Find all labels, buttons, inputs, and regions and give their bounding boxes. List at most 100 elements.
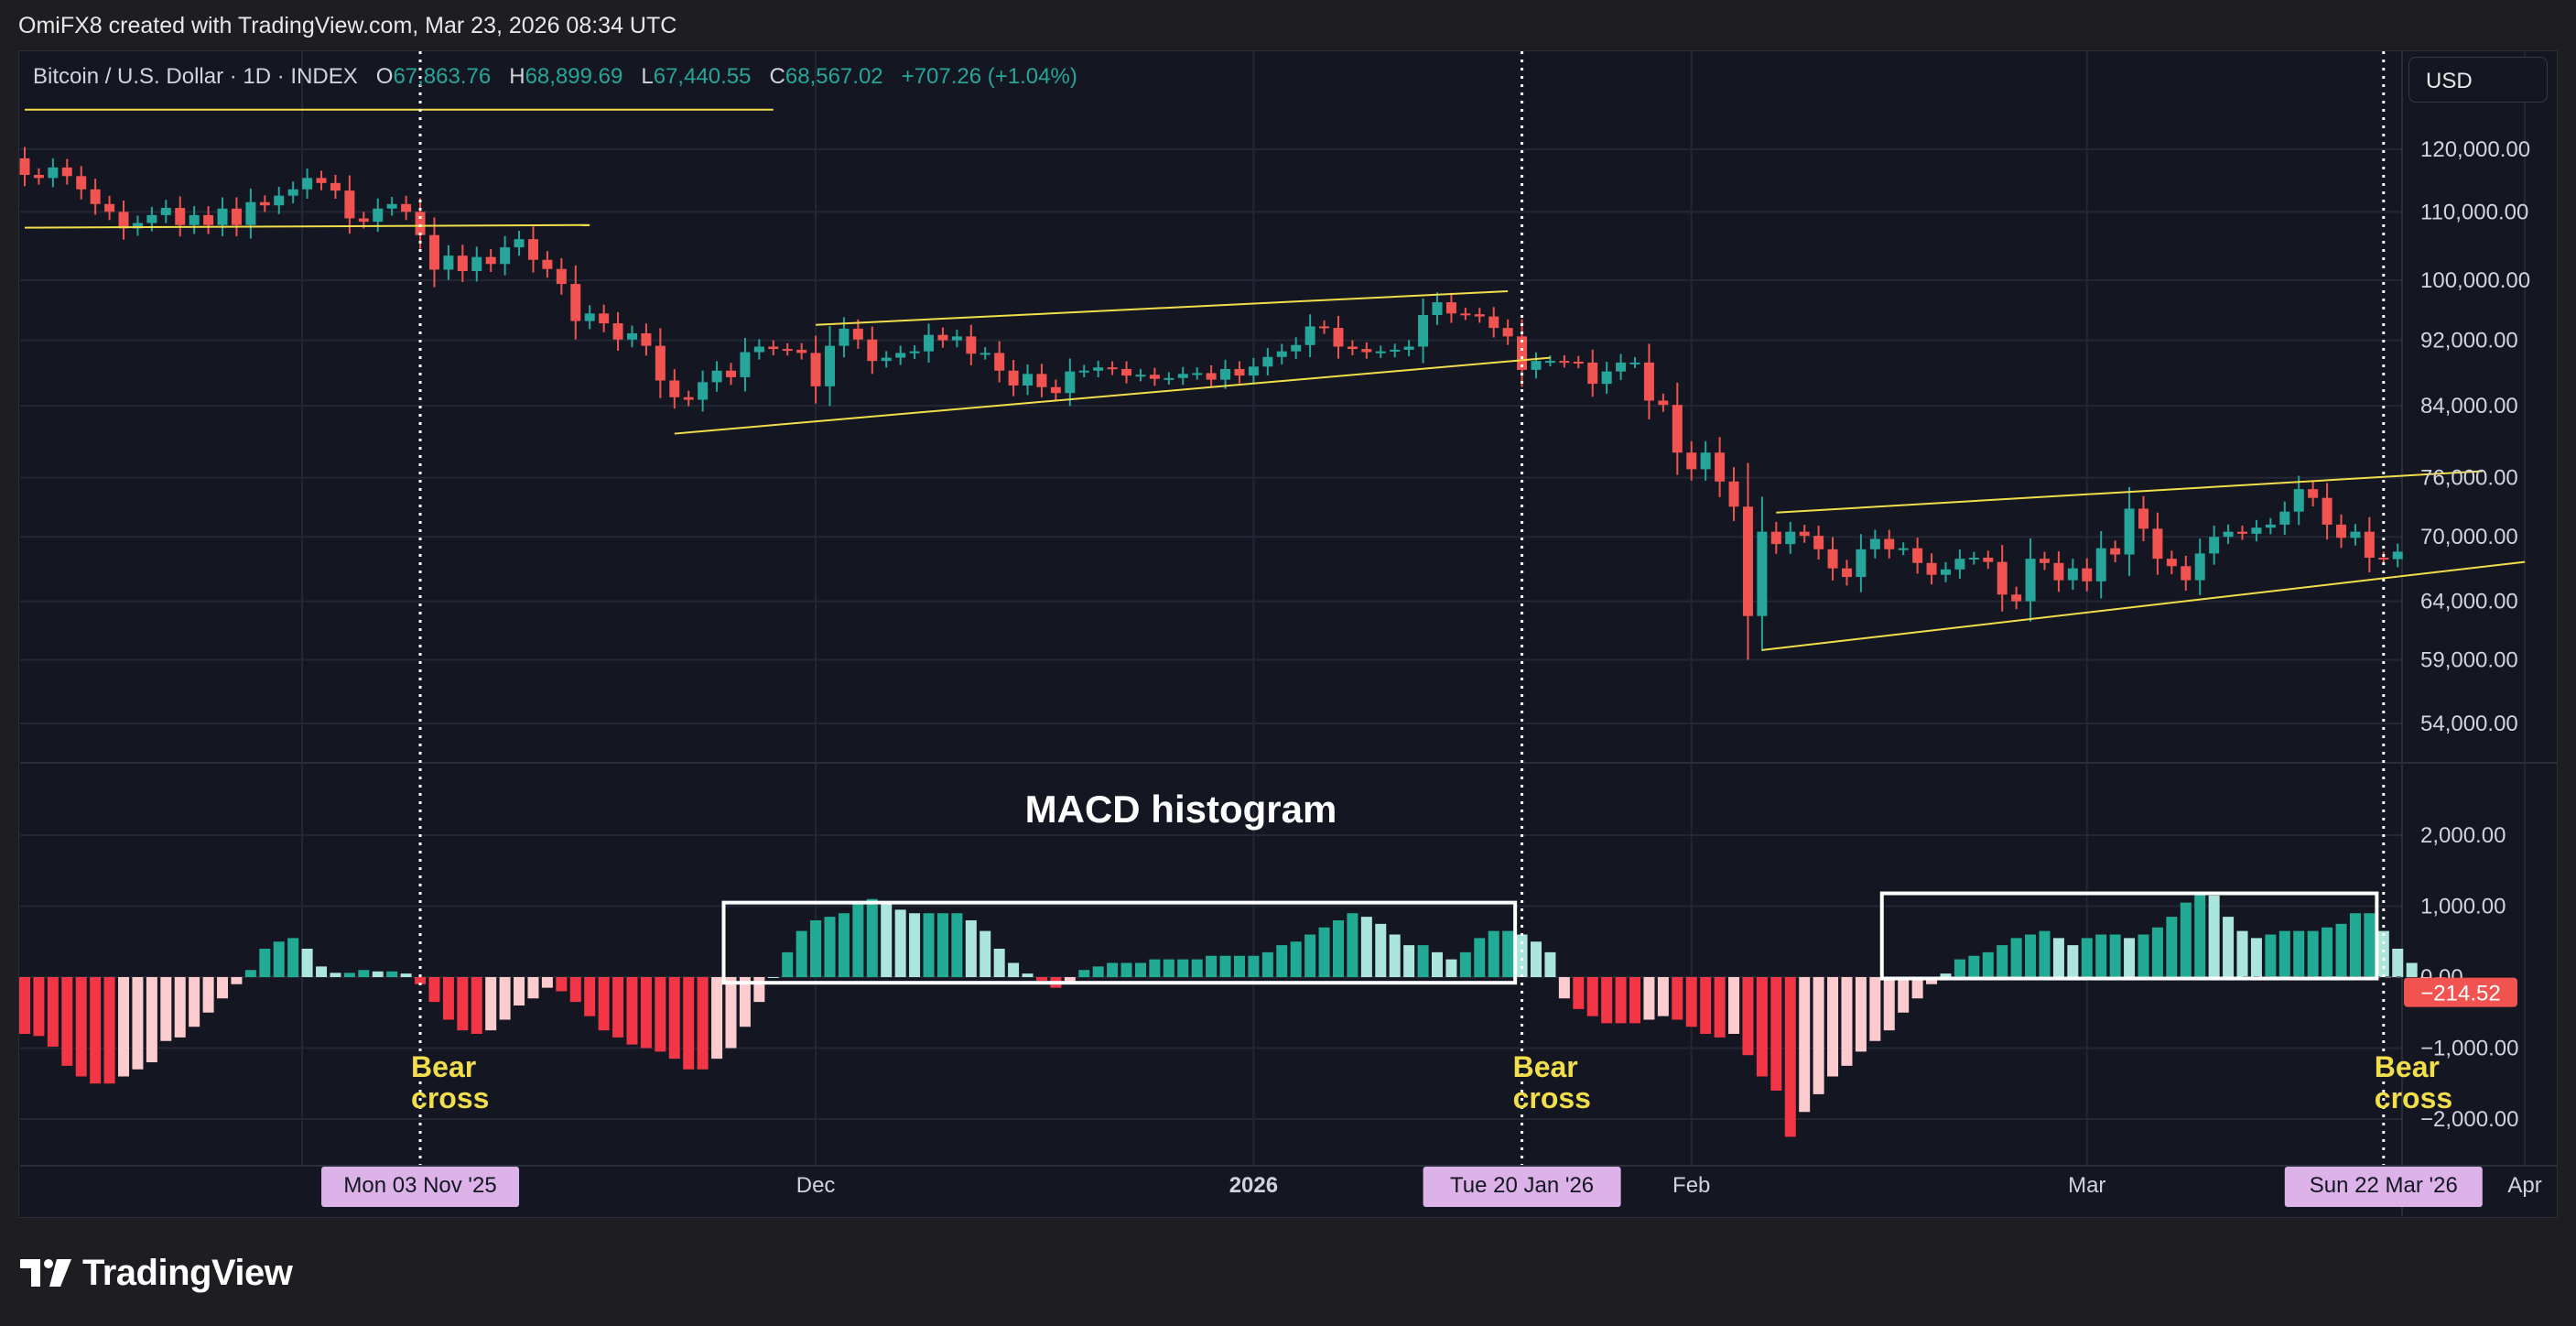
candle bbox=[1361, 342, 1372, 359]
candle-body bbox=[259, 201, 270, 206]
candle bbox=[245, 188, 256, 239]
histogram-bar bbox=[442, 977, 454, 1020]
histogram-bar bbox=[796, 930, 807, 977]
histogram-bar bbox=[1332, 920, 1344, 977]
histogram-bar bbox=[894, 909, 906, 977]
tradingview-mark-icon bbox=[20, 1259, 71, 1287]
candle bbox=[584, 305, 595, 330]
candle bbox=[1658, 393, 1669, 412]
candle bbox=[2251, 519, 2262, 542]
histogram-bar bbox=[1898, 977, 1910, 1013]
candle-body bbox=[1291, 344, 1302, 352]
candle bbox=[415, 198, 426, 249]
candle-body bbox=[966, 336, 977, 354]
candle-body bbox=[1262, 356, 1273, 367]
candle bbox=[132, 215, 143, 236]
candle-body bbox=[132, 223, 143, 229]
histogram-bar bbox=[1233, 955, 1245, 977]
footer-bar bbox=[0, 1218, 2576, 1326]
candle-body bbox=[2181, 566, 2192, 581]
candle-body bbox=[1601, 371, 1612, 385]
histogram-bar bbox=[739, 977, 751, 1027]
candle-body bbox=[1700, 452, 1711, 470]
candle bbox=[2350, 524, 2361, 546]
histogram-bar bbox=[202, 977, 214, 1013]
tradingview-logo[interactable]: TradingView bbox=[20, 1251, 293, 1295]
pattern-lines bbox=[24, 108, 2526, 651]
histogram-bar bbox=[1347, 913, 1358, 977]
candle bbox=[2138, 495, 2148, 541]
histogram-bar bbox=[2278, 930, 2290, 977]
candle-body bbox=[1023, 374, 1034, 386]
candle bbox=[698, 370, 709, 412]
candle bbox=[1234, 361, 1245, 384]
histogram-bar bbox=[1586, 977, 1598, 1016]
candle-body bbox=[1728, 481, 1739, 507]
candle bbox=[1177, 366, 1188, 386]
candle bbox=[683, 390, 694, 407]
candle bbox=[160, 200, 171, 223]
price-tick-label: 59,000.00 bbox=[2420, 647, 2518, 672]
candle bbox=[1813, 525, 1824, 560]
candle-body bbox=[626, 332, 637, 340]
candle bbox=[428, 217, 439, 288]
candle-body bbox=[514, 239, 525, 248]
candle-body bbox=[994, 353, 1005, 371]
histogram-bar bbox=[118, 977, 130, 1077]
candle-body bbox=[2039, 559, 2050, 563]
candle bbox=[2039, 551, 2050, 571]
candle-body bbox=[1940, 569, 1951, 575]
histogram-bar bbox=[330, 973, 341, 977]
candle-body bbox=[570, 284, 581, 321]
histogram-bar bbox=[1573, 977, 1585, 1009]
histogram-bar bbox=[1940, 973, 1952, 977]
histogram-bar bbox=[626, 977, 638, 1045]
histogram-bar bbox=[2307, 930, 2319, 977]
histogram-bar bbox=[2250, 938, 2262, 977]
histogram-bar bbox=[90, 977, 102, 1084]
chart-frame[interactable] bbox=[18, 50, 2558, 1218]
candle bbox=[1912, 538, 1923, 574]
candle-body bbox=[2124, 508, 2135, 555]
open-label: O bbox=[375, 64, 394, 89]
histogram-bar bbox=[598, 977, 610, 1031]
candle bbox=[542, 251, 553, 278]
tradingview-wordmark: TradingView bbox=[82, 1252, 293, 1293]
histogram-bar bbox=[343, 973, 355, 977]
candle bbox=[881, 351, 892, 368]
histogram-bar bbox=[1276, 945, 1288, 977]
candle-body bbox=[358, 218, 369, 223]
open-value: 67,863.76 bbox=[393, 64, 492, 89]
currency-selector[interactable]: USD bbox=[2408, 57, 2548, 103]
candle bbox=[1785, 521, 1796, 554]
candle-body bbox=[76, 176, 87, 190]
histogram-bar bbox=[1488, 930, 1499, 977]
candle bbox=[1319, 320, 1330, 334]
candle-body bbox=[1616, 362, 1627, 372]
histogram-bar bbox=[2138, 934, 2149, 977]
candle bbox=[2364, 516, 2375, 572]
candle bbox=[2053, 551, 2064, 592]
candle-body bbox=[1121, 368, 1132, 376]
macd-tick-label: −1,000.00 bbox=[2420, 1037, 2518, 1061]
candle bbox=[1164, 372, 1174, 386]
candle-body bbox=[2336, 524, 2347, 538]
candle bbox=[1262, 348, 1273, 376]
candle bbox=[937, 327, 948, 348]
candle bbox=[1643, 343, 1654, 420]
candle-body bbox=[471, 256, 482, 272]
candle-body bbox=[2166, 559, 2177, 567]
candle bbox=[2265, 517, 2276, 535]
trend-line bbox=[1776, 470, 2483, 514]
candle-body bbox=[1432, 302, 1443, 315]
candle-body bbox=[1149, 375, 1160, 379]
candle bbox=[2322, 483, 2332, 540]
candle bbox=[175, 196, 186, 237]
candle-body bbox=[1643, 362, 1654, 401]
candle bbox=[1728, 467, 1739, 521]
histogram-bar bbox=[1459, 951, 1471, 977]
candle bbox=[570, 265, 581, 340]
candle-body bbox=[768, 346, 779, 350]
candle-body bbox=[852, 328, 863, 340]
